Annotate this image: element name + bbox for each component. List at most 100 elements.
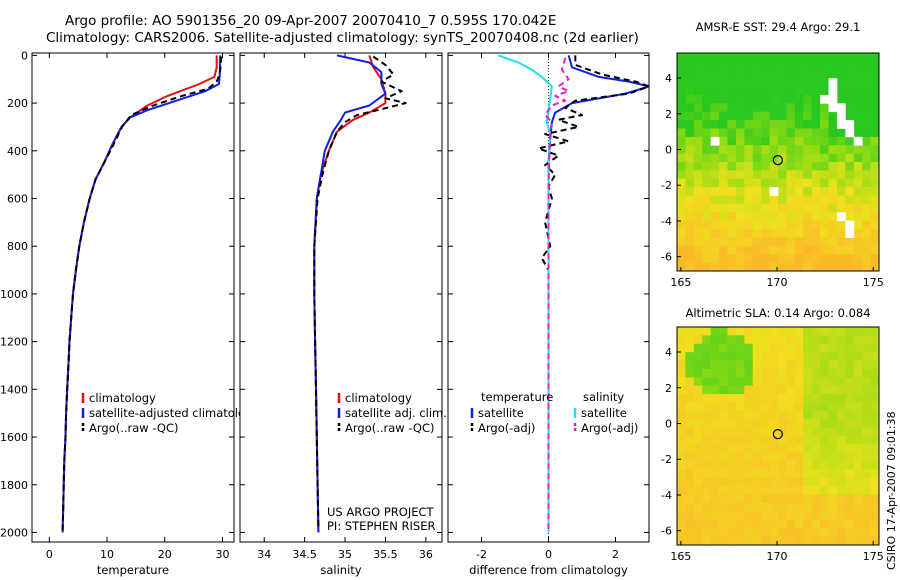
map-cell [828,53,838,62]
map-cell [693,536,703,546]
map-cell [870,162,880,171]
map-cell [862,195,871,205]
map-cell [828,128,838,138]
map-cell [735,360,745,370]
map-cell [727,519,737,529]
map-cell [853,61,863,71]
map-cell [677,452,686,462]
map-cell [845,444,855,454]
map-cell [811,528,821,538]
map-cell [761,94,770,104]
map-cell [761,327,770,336]
map-cell [710,78,720,87]
map-cell [735,178,745,188]
map-cell [786,69,796,79]
map-cell [735,254,745,264]
map-cell [803,511,813,521]
map-cell [727,61,737,71]
map-cell [744,262,754,272]
map-cell [820,53,829,62]
map-cell [820,203,829,213]
map-cell [778,120,787,129]
map-cell [828,368,838,378]
map-cell [870,111,880,121]
map-cell [719,461,728,470]
map-cell [803,153,813,163]
map-cell [811,377,821,387]
map-cell [786,187,796,196]
map-cell [786,136,796,146]
map-cell [820,212,829,222]
map-cell [820,86,829,96]
map-cell [744,410,754,420]
map-cell [811,486,821,496]
map-cell [870,136,880,146]
map-cell [811,229,821,238]
map-cell [828,212,838,222]
map-cell [685,377,695,387]
map-cell [794,427,804,437]
map-cell [836,469,846,479]
map-cell [853,335,863,345]
map-cell [693,427,703,437]
map-cell [845,335,855,345]
map-cell [735,444,745,454]
map-cell [769,519,779,529]
map-cell [727,444,737,454]
map-cell [719,212,728,222]
map-cell [811,136,821,146]
map-cell [727,237,737,247]
map-cell [803,352,813,361]
map-cell [845,419,855,429]
map-cell [719,477,728,487]
map-cell [803,162,813,171]
map-cell [752,254,762,264]
map-cell [761,461,770,470]
map-cell [710,335,720,345]
map-cell [702,153,712,163]
map-cell [786,103,796,113]
map-cell [735,220,745,230]
map-cell [685,394,695,403]
map-cell [727,503,737,512]
map-cell [828,69,838,79]
map-cell [735,103,745,113]
map-cell [811,262,821,272]
map-cell [735,528,745,538]
map-cell [853,170,863,180]
map-cell [710,461,720,470]
map-cell [719,203,728,213]
map-cell [677,469,686,479]
map-cell [803,528,813,538]
map-x-tick-label: 175 [863,550,884,563]
map-cell [778,452,787,462]
map-cell [786,368,796,378]
map-cell [836,237,846,247]
map-cell [794,162,804,171]
map-cell [769,53,779,62]
map-cell [778,254,787,264]
map-cell [693,528,703,538]
map-cell [811,245,821,255]
map-cell [870,402,880,412]
map-cell [845,136,855,146]
map-cell [794,394,804,403]
map-cell [870,61,880,71]
map-cell [702,360,712,370]
map-cell [769,254,779,264]
map-cell [794,536,804,546]
map-title: Altimetric SLA: 0.14 Argo: 0.084 [685,306,870,320]
map-cell [811,78,821,87]
map-cell [862,461,871,470]
map-cell [727,402,737,412]
map-cell [836,352,846,361]
map-cell [820,511,829,521]
map-cell [752,511,762,521]
map-cell [803,229,813,238]
map-cell [710,61,720,71]
map-cell [820,61,829,71]
map-cell [836,536,846,546]
map-cell [693,477,703,487]
map-cell [710,212,720,222]
map-cell [735,245,745,255]
